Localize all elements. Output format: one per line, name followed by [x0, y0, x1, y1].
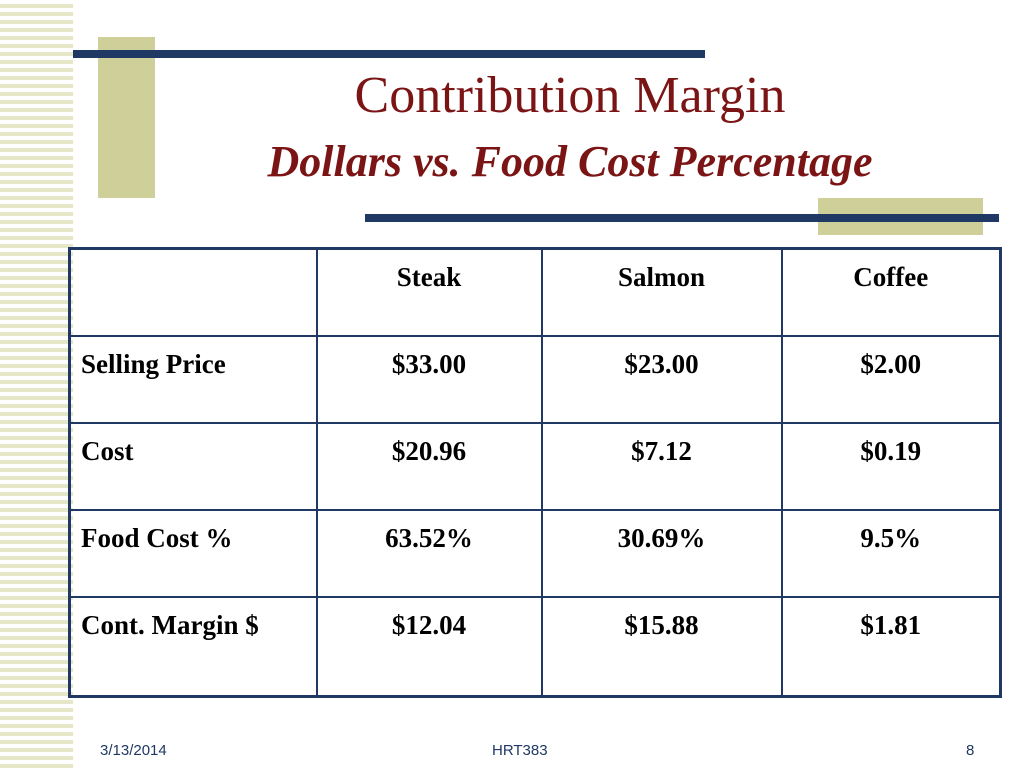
table-cell: $7.12: [540, 421, 783, 511]
table-cell: 63.52%: [315, 508, 543, 598]
row-label: Cont. Margin $: [68, 595, 318, 698]
navy-rule-top: [73, 50, 705, 58]
header-cell-salmon: Salmon: [540, 247, 783, 337]
slide-subtitle: Dollars vs. Food Cost Percentage: [267, 137, 873, 186]
table-cell: 30.69%: [540, 508, 783, 598]
row-label: Cost: [68, 421, 318, 511]
footer-course: HRT383: [492, 742, 548, 759]
table-row: Food Cost % 63.52% 30.69% 9.5%: [68, 508, 1002, 598]
table-cell: $15.88: [540, 595, 783, 698]
table-cell: $33.00: [315, 334, 543, 424]
table-cell: $0.19: [780, 421, 1002, 511]
table-header-row: Steak Salmon Coffee: [68, 247, 1002, 337]
navy-rule-bottom: [365, 214, 999, 222]
table-row: Selling Price $33.00 $23.00 $2.00: [68, 334, 1002, 424]
khaki-accent-block-top: [98, 37, 155, 198]
table-cell: 9.5%: [780, 508, 1002, 598]
slide-title: Contribution Margin: [354, 67, 786, 124]
table-cell: $23.00: [540, 334, 783, 424]
header-cell-steak: Steak: [315, 247, 543, 337]
footer-page-number: 8: [966, 742, 975, 759]
table-cell: $12.04: [315, 595, 543, 698]
header-cell-coffee: Coffee: [780, 247, 1002, 337]
table-cell: $2.00: [780, 334, 1002, 424]
table-cell: $1.81: [780, 595, 1002, 698]
striped-sidebar-decoration: [0, 0, 73, 768]
contribution-margin-table: Steak Salmon Coffee Selling Price $33.00…: [68, 247, 1002, 698]
table-row: Cost $20.96 $7.12 $0.19: [68, 421, 1002, 511]
row-label: Food Cost %: [68, 508, 318, 598]
header-cell-empty: [68, 247, 318, 337]
table-cell: $20.96: [315, 421, 543, 511]
table-row: Cont. Margin $ $12.04 $15.88 $1.81: [68, 595, 1002, 698]
footer-date: 3/13/2014: [100, 742, 167, 759]
row-label: Selling Price: [68, 334, 318, 424]
